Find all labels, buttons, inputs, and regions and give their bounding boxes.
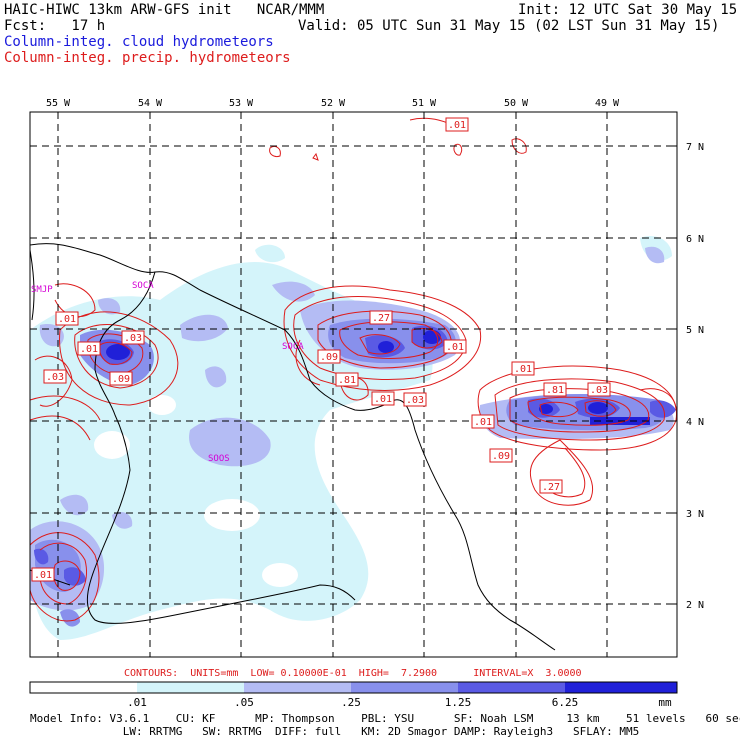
colorbar xyxy=(29,681,678,694)
contour-label: .09 xyxy=(320,352,338,363)
contour-label: .01 xyxy=(80,344,98,355)
lat-label: 4 N xyxy=(686,417,704,428)
station-label: SOCA xyxy=(132,281,154,291)
lat-label: 7 N xyxy=(686,142,704,153)
contour-label: .27 xyxy=(542,482,560,493)
contour-label: .03 xyxy=(46,372,64,383)
contour-label: .01 xyxy=(514,364,532,375)
station-label: SOCA xyxy=(282,342,304,352)
contour-label: .01 xyxy=(448,120,466,131)
contour-label: .81 xyxy=(338,375,356,386)
lon-label: 52 W xyxy=(321,98,346,109)
colorbar-label: .25 xyxy=(341,696,361,709)
colorbar-units: mm xyxy=(658,696,672,709)
contour-label: .03 xyxy=(590,385,608,396)
lon-label: 55 W xyxy=(46,98,71,109)
latlon-grid xyxy=(30,112,677,657)
station-label: SMJP xyxy=(31,285,53,295)
map-frame xyxy=(29,111,678,658)
field-cloud-label: Column-integ. cloud hydrometeors xyxy=(4,34,274,50)
contour-label: .03 xyxy=(406,395,424,406)
tick-marks xyxy=(57,112,677,605)
lat-label: 3 N xyxy=(686,509,704,520)
lon-label: 51 W xyxy=(412,98,437,109)
contour-label: .03 xyxy=(124,333,142,344)
station-label: SOOS xyxy=(208,454,230,464)
contour-label: .09 xyxy=(112,374,130,385)
lat-label: 2 N xyxy=(686,600,704,611)
colorbar-label: .05 xyxy=(234,696,254,709)
map-title: HAIC-HIWC 13km ARW-GFS init NCAR/MMM xyxy=(4,2,325,18)
field-precip-label: Column-integ. precip. hydrometeors xyxy=(4,50,291,66)
contour-label: .27 xyxy=(372,313,390,324)
lon-label: 53 W xyxy=(229,98,254,109)
contour-label: .81 xyxy=(546,385,564,396)
lon-label: 50 W xyxy=(504,98,529,109)
contour-label: .01 xyxy=(446,342,464,353)
valid-time: Valid: 05 UTC Sun 31 May 15 (02 LST Sun … xyxy=(298,18,720,34)
contour-label: .09 xyxy=(492,451,510,462)
model-info-line1: Model Info: V3.6.1 CU: KF MP: Thompson P… xyxy=(30,712,740,725)
lat-label: 6 N xyxy=(686,234,704,245)
colorbar-label: .01 xyxy=(127,696,147,709)
colorbar-label: 6.25 xyxy=(551,696,579,709)
lat-label: 5 N xyxy=(686,325,704,336)
model-info-line2: LW: RRTMG SW: RRTMG DIFF: full KM: 2D Sm… xyxy=(30,725,640,738)
contour-label-group: .01 .01 .03 .01 .03 .09 .27 .09 .01 .81 … xyxy=(31,117,611,582)
lon-label: 49 W xyxy=(595,98,620,109)
contour-info: CONTOURS: UNITS=mm LOW= 0.10000E-01 HIGH… xyxy=(124,668,582,679)
colorbar-label: 1.25 xyxy=(444,696,472,709)
lon-label: 54 W xyxy=(138,98,163,109)
init-time: Init: 12 UTC Sat 30 May 15 xyxy=(518,2,738,18)
contour-label: .01 xyxy=(58,314,76,325)
forecast-hour: Fcst: 17 h xyxy=(4,18,106,34)
contour-label: .01 xyxy=(374,394,392,405)
contour-label: .01 xyxy=(474,417,492,428)
contour-label: .01 xyxy=(34,570,52,581)
